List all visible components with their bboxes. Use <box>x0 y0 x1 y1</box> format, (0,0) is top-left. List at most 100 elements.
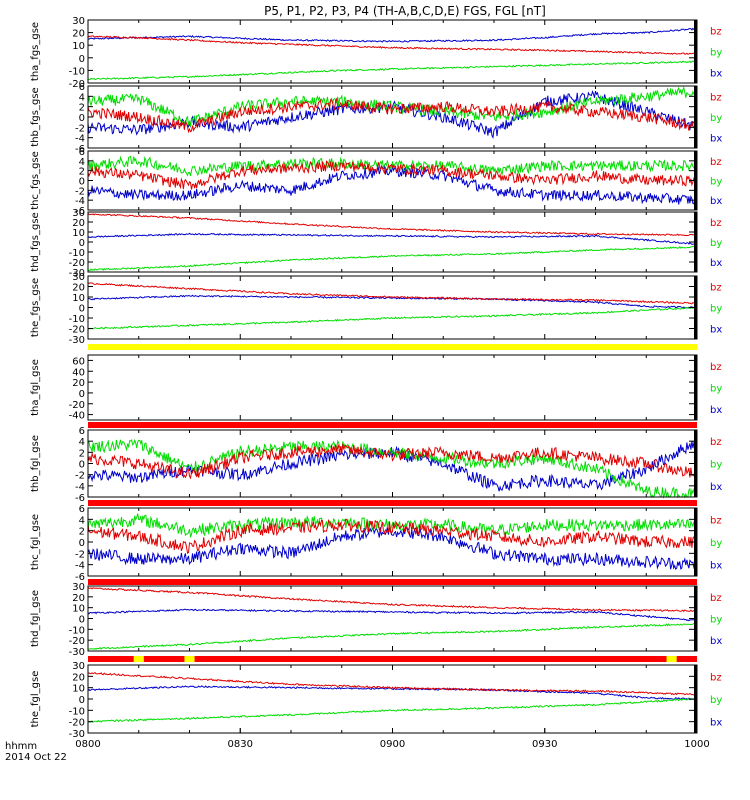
panel-edge-bar <box>694 586 697 651</box>
panel-edge-bar <box>694 665 697 733</box>
series-label-by: by <box>710 538 722 549</box>
y-tick-label: 20 <box>72 378 85 389</box>
y-tick-label: 10 <box>72 41 85 52</box>
series-label-bx: bx <box>710 405 722 416</box>
y-tick-label: -20 <box>69 400 85 411</box>
trace-by <box>87 60 698 81</box>
y-tick-label: -4 <box>75 561 85 572</box>
series-label-bz: bz <box>710 283 722 294</box>
y-tick-label: -30 <box>69 335 85 346</box>
panel-edge-bar <box>694 508 697 576</box>
x-tick-label: 1000 <box>684 739 709 750</box>
y-tick-label: 20 <box>72 672 85 683</box>
series-label-bx: bx <box>710 636 722 647</box>
panel-edge-bar <box>694 20 697 83</box>
y-axis-label: thb_fgl_gse <box>30 435 41 492</box>
trace-by <box>88 622 698 650</box>
y-tick-label: 0 <box>79 695 85 706</box>
y-axis-label: thc_fgs_gse <box>30 151 41 210</box>
y-tick-label: 4 <box>79 515 85 526</box>
trace-bz <box>87 213 698 237</box>
trace-by <box>87 513 698 539</box>
series-label-by: by <box>710 384 722 395</box>
y-tick-label: 2 <box>79 448 85 459</box>
x-tick-label: 0800 <box>75 739 100 750</box>
y-axis-label: thd_fgs_gse <box>30 212 41 271</box>
trace-bx <box>87 164 698 205</box>
y-axis-label: thb_fgs_gse <box>30 87 41 146</box>
x-tick-label: 0830 <box>228 739 253 750</box>
panel-edge-bar <box>694 276 697 339</box>
y-tick-label: 10 <box>72 604 85 615</box>
y-tick-label: 30 <box>72 582 85 593</box>
panel-edge-bar <box>694 355 697 420</box>
trace-bz <box>87 160 698 190</box>
trace-bz <box>87 282 698 305</box>
footer-date: 2014 Oct 22 <box>5 752 67 763</box>
x-tick-label: 0900 <box>380 739 405 750</box>
y-tick-label: -40 <box>69 411 85 422</box>
y-tick-label: -10 <box>69 248 85 259</box>
series-label-bz: bz <box>710 157 722 168</box>
trace-bx <box>87 27 698 43</box>
y-axis-label: thd_fgl_gse <box>30 590 41 647</box>
panel-edge-bar <box>694 151 697 210</box>
trace-bz <box>87 587 698 613</box>
y-tick-label: 4 <box>79 92 85 103</box>
trace-bx <box>87 438 698 492</box>
series-label-by: by <box>710 304 722 315</box>
panel-edge-bar <box>694 212 697 272</box>
y-tick-label: -30 <box>69 268 85 279</box>
y-tick-label: -10 <box>69 625 85 636</box>
y-tick-label: -30 <box>69 729 85 740</box>
y-axis-label: tha_fgs_gse <box>30 22 41 81</box>
y-tick-label: 20 <box>72 29 85 40</box>
series-label-bz: bz <box>710 218 722 229</box>
trace-by <box>87 155 698 177</box>
panel-frame <box>87 354 698 421</box>
y-tick-label: -6 <box>75 572 85 583</box>
panel-frame <box>87 507 698 577</box>
y-tick-label: 2 <box>79 103 85 114</box>
flag-segment-yellow <box>184 656 195 662</box>
y-axis-label: the_fgl_gse <box>30 671 41 728</box>
series-label-bz: bz <box>710 362 722 373</box>
y-tick-label: -10 <box>69 66 85 77</box>
y-tick-label: 6 <box>79 504 85 515</box>
series-label-bx: bx <box>710 718 722 729</box>
series-label-by: by <box>710 238 722 249</box>
y-tick-label: -10 <box>69 314 85 325</box>
trace-bz <box>87 35 698 56</box>
series-label-by: by <box>710 177 722 188</box>
series-label-bx: bx <box>710 258 722 269</box>
y-tick-label: 10 <box>72 293 85 304</box>
trace-bz <box>87 97 698 134</box>
trace-bx <box>87 232 698 245</box>
trace-by <box>87 438 698 499</box>
flag-segment-yellow <box>133 656 144 662</box>
y-axis-label: thc_fgl_gse <box>30 514 41 570</box>
time-axis: 0800 0830 0900 0930 1000 <box>75 20 710 750</box>
y-tick-label: 0 <box>79 54 85 65</box>
trace-bx <box>87 608 698 622</box>
series-label-bx: bx <box>710 69 722 80</box>
y-tick-label: 20 <box>72 593 85 604</box>
y-tick-label: -4 <box>75 482 85 493</box>
y-tick-label: 30 <box>72 208 85 219</box>
y-tick-label: -10 <box>69 706 85 717</box>
y-tick-label: 0 <box>79 304 85 315</box>
flag-segment-yellow <box>666 656 677 662</box>
y-tick-label: 30 <box>72 272 85 283</box>
trace-bx <box>87 525 698 571</box>
flag-bar <box>88 656 697 662</box>
series-label-bx: bx <box>710 561 722 572</box>
y-tick-label: 0 <box>79 538 85 549</box>
flag-bar <box>88 344 697 350</box>
y-tick-label: -30 <box>69 647 85 658</box>
